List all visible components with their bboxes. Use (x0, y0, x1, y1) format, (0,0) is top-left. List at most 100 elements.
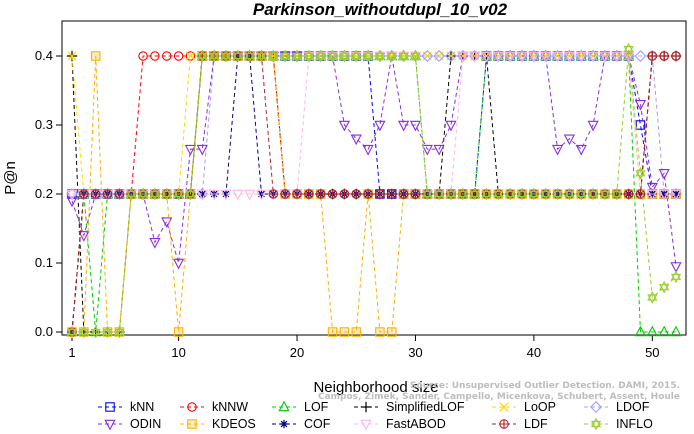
legend-marker (499, 402, 509, 412)
data-point (528, 49, 540, 61)
data-point (504, 49, 516, 61)
data-point (256, 49, 267, 63)
y-tick-label: 0.1 (35, 255, 53, 270)
legend-item-fastabod: FastABOD (354, 417, 446, 431)
data-point (386, 49, 397, 63)
data-point (528, 51, 540, 63)
series-line-odin (71, 55, 677, 267)
data-point (445, 187, 457, 201)
legend-item-cof: COF (272, 417, 331, 431)
data-point (659, 51, 669, 61)
legend-label: kNN (130, 400, 154, 414)
legend-label: INFLO (616, 417, 653, 431)
data-point (90, 325, 101, 339)
data-point (67, 51, 77, 61)
data-point (220, 189, 232, 201)
data-point (611, 51, 623, 63)
data-point (149, 187, 161, 201)
data-point (197, 49, 208, 63)
data-point (78, 325, 89, 339)
series-knn (67, 51, 681, 199)
legend-marker (278, 400, 290, 412)
data-point (528, 187, 540, 201)
data-point (351, 189, 361, 199)
data-point (398, 189, 409, 199)
legend-label: LoOP (524, 400, 556, 414)
data-point (493, 187, 504, 201)
data-point (90, 51, 101, 61)
legend-label: LDOF (616, 400, 650, 414)
data-point (327, 327, 338, 337)
x-tick-label: 1 (68, 345, 75, 360)
legend-label: FastABOD (386, 417, 446, 431)
data-point (410, 49, 421, 63)
y-tick-label: 0.3 (35, 117, 53, 132)
data-point (114, 325, 125, 339)
data-point (551, 51, 564, 63)
data-point (659, 189, 669, 199)
data-point (280, 189, 290, 199)
data-point (457, 187, 468, 201)
data-point (646, 182, 658, 194)
x-axis-label: Neighborhood size (313, 379, 438, 396)
data-point (220, 49, 232, 63)
source-watermark: Source: Unsupervised Outlier Detection. … (318, 381, 680, 402)
data-point (137, 187, 149, 201)
y-tick-label: 0.2 (35, 186, 53, 201)
watermark-line: Source: Unsupervised Outlier Detection. … (410, 381, 680, 391)
data-point (327, 189, 338, 199)
data-point (658, 189, 670, 201)
data-point (362, 144, 374, 156)
legend-label: ODIN (130, 417, 161, 431)
data-point (172, 258, 185, 270)
data-point (268, 189, 279, 199)
legend-item-loop: LoOP (492, 400, 556, 414)
legend-label: SimplifiedLOF (386, 400, 465, 414)
data-point (658, 325, 670, 337)
data-point (339, 327, 350, 337)
data-point (315, 189, 326, 199)
data-point (363, 189, 373, 199)
legend-label: KDEOS (212, 417, 256, 431)
data-point (433, 144, 445, 156)
data-point (232, 189, 244, 201)
data-point (611, 187, 622, 201)
data-point (551, 49, 564, 61)
data-point (599, 187, 611, 201)
data-point (138, 51, 148, 61)
data-point (387, 189, 397, 199)
legend-marker (187, 402, 197, 412)
legend-marker (360, 401, 372, 413)
legend-marker (279, 419, 289, 429)
data-point (102, 325, 113, 339)
y-axis-label: P@n (2, 161, 19, 195)
data-point (647, 51, 658, 61)
data-point (634, 100, 647, 111)
legend-item-knn: kNN (98, 400, 154, 414)
data-point (469, 187, 480, 201)
data-point (292, 189, 302, 199)
legend-marker (590, 417, 602, 431)
data-point (375, 189, 385, 199)
legend-label: LDF (524, 417, 548, 431)
data-point (469, 51, 481, 63)
legend-label: kNNW (212, 400, 248, 414)
data-point (410, 189, 421, 199)
data-point (422, 187, 433, 201)
data-point (66, 196, 78, 208)
data-point (114, 189, 125, 199)
legend-item-ldf: LDF (492, 417, 548, 431)
data-point (161, 51, 172, 61)
data-point (208, 49, 220, 63)
data-point (185, 187, 196, 201)
data-point (635, 189, 646, 199)
data-point (244, 189, 256, 201)
data-point (338, 120, 351, 132)
x-tick-label: 50 (645, 345, 659, 360)
data-point (198, 189, 207, 199)
legend: kNN kNNW LOF SimplifiedLOF LoOP LDOF ODIN KDEOS… (98, 400, 653, 431)
data-point (78, 231, 90, 242)
legend-item-lof: LOF (272, 400, 329, 414)
data-point (670, 325, 682, 337)
legend-label: LOF (304, 400, 329, 414)
